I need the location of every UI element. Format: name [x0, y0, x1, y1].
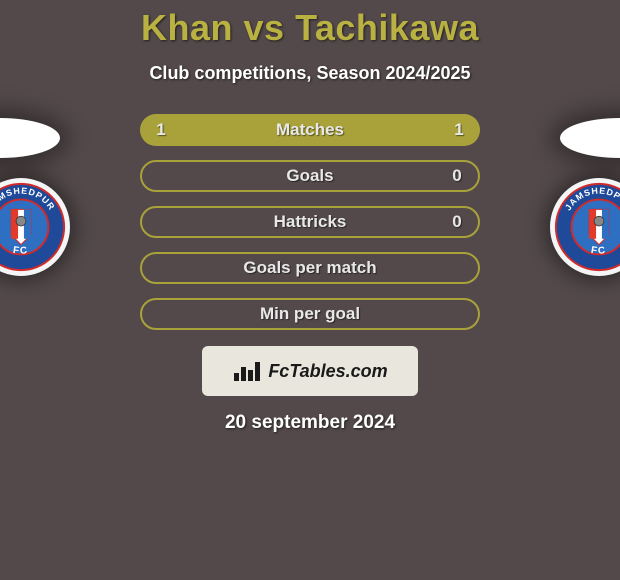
- right-player-halo: [560, 118, 620, 158]
- svg-text:FC: FC: [590, 245, 608, 257]
- stat-right-value: 0: [448, 212, 466, 232]
- stat-label: Goals per match: [142, 258, 478, 278]
- date-text: 20 september 2024: [0, 412, 620, 434]
- stat-left-value: 1: [152, 120, 170, 140]
- stat-row-goals-per-match: Goals per match: [140, 252, 480, 284]
- page-title: Khan vs Tachikawa: [0, 7, 620, 49]
- stat-right-value: 1: [450, 120, 468, 140]
- stat-label: Goals: [142, 166, 478, 186]
- stat-row-hattricks: Hattricks0: [140, 206, 480, 238]
- stat-row-goals: Goals0: [140, 160, 480, 192]
- left-player-halo: [0, 118, 60, 158]
- subtitle: Club competitions, Season 2024/2025: [0, 63, 620, 84]
- comparison-card: Khan vs Tachikawa Club competitions, Sea…: [0, 0, 620, 580]
- fctables-logo: FcTables.com: [202, 346, 418, 396]
- fctables-text: FcTables.com: [268, 361, 387, 382]
- stat-row-min-per-goal: Min per goal: [140, 298, 480, 330]
- bars-icon: [232, 359, 264, 383]
- svg-text:FC: FC: [12, 245, 30, 257]
- left-club-badge: JAMSHEDPUR FC: [0, 178, 70, 276]
- stats-table: 1Matches1Goals0Hattricks0Goals per match…: [140, 114, 480, 330]
- stat-row-matches: 1Matches1: [140, 114, 480, 146]
- stat-label: Hattricks: [142, 212, 478, 232]
- stat-right-value: 0: [448, 166, 466, 186]
- right-club-badge: JAMSHEDPUR FC: [550, 178, 620, 276]
- stat-label: Matches: [140, 120, 480, 140]
- stat-label: Min per goal: [142, 304, 478, 324]
